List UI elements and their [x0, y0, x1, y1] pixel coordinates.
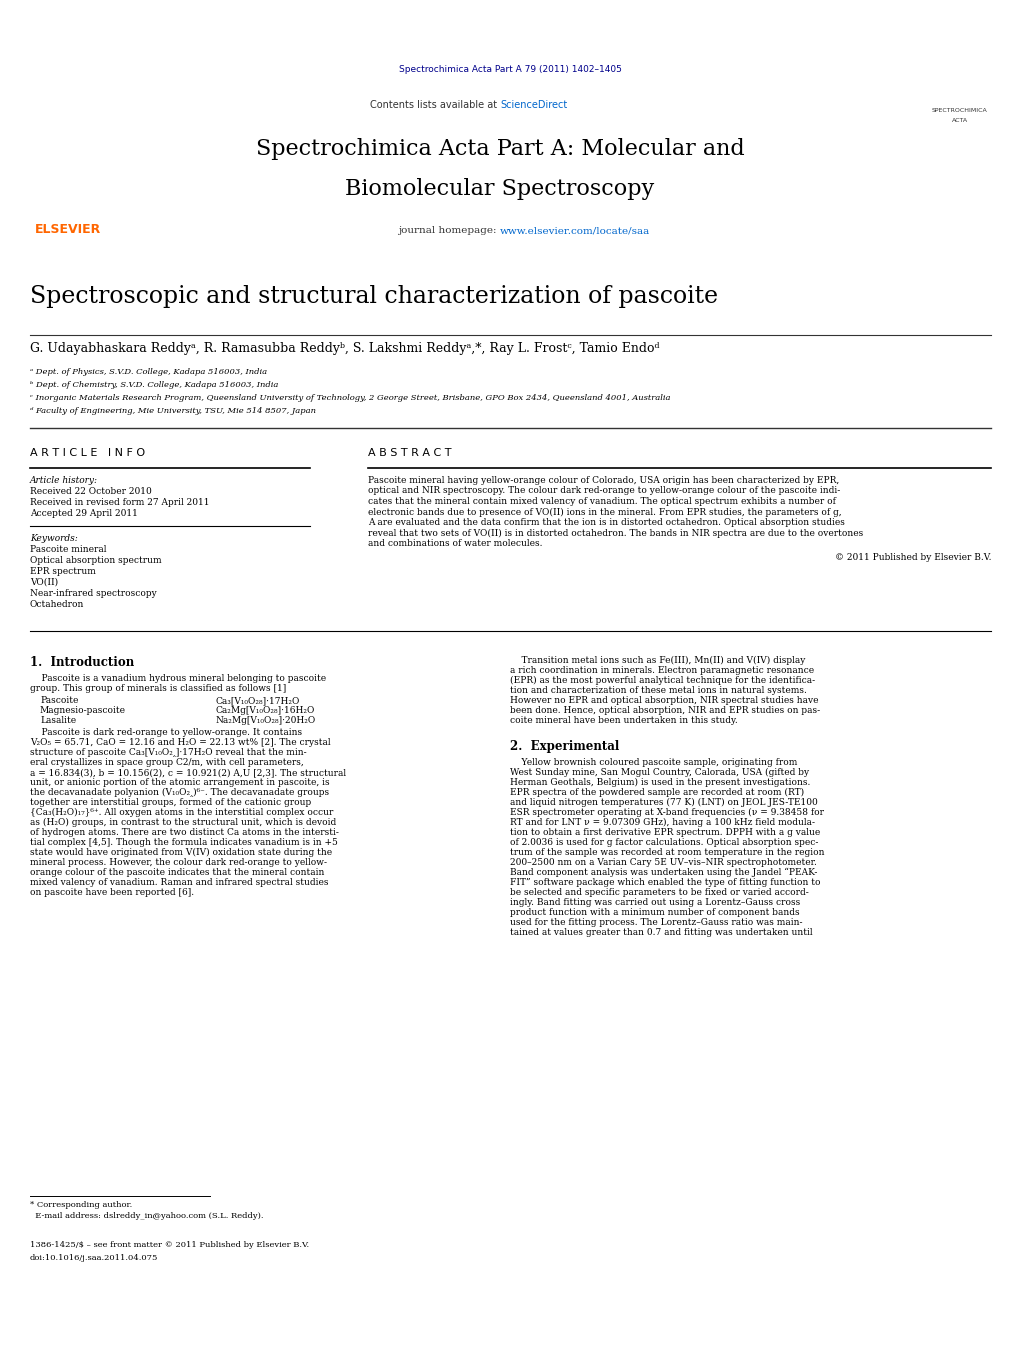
Text: tial complex [4,5]. Though the formula indicates vanadium is in +5: tial complex [4,5]. Though the formula i… [30, 838, 338, 847]
Text: Yellow brownish coloured pascoite sample, originating from: Yellow brownish coloured pascoite sample… [510, 758, 797, 767]
Text: ᵈ Faculty of Engineering, Mie University, TSU, Mie 514 8507, Japan: ᵈ Faculty of Engineering, Mie University… [30, 407, 317, 415]
Text: of 2.0036 is used for g factor calculations. Optical absorption spec-: of 2.0036 is used for g factor calculati… [510, 838, 819, 847]
Text: © 2011 Published by Elsevier B.V.: © 2011 Published by Elsevier B.V. [834, 554, 991, 562]
Text: Lasalite: Lasalite [40, 716, 77, 725]
Text: Magnesio-pascoite: Magnesio-pascoite [40, 707, 126, 715]
Text: cates that the mineral contain mixed valency of vanadium. The optical spectrum e: cates that the mineral contain mixed val… [368, 497, 836, 507]
Text: 2.  Experimental: 2. Experimental [510, 740, 620, 753]
Text: SPECTROCHIMICA: SPECTROCHIMICA [932, 108, 988, 113]
Text: Pascoite: Pascoite [40, 696, 79, 705]
Text: Pascoite is a vanadium hydrous mineral belonging to pascoite: Pascoite is a vanadium hydrous mineral b… [30, 674, 326, 684]
Text: a rich coordination in minerals. Electron paramagnetic resonance: a rich coordination in minerals. Electro… [510, 666, 814, 676]
Text: mixed valency of vanadium. Raman and infrared spectral studies: mixed valency of vanadium. Raman and inf… [30, 878, 329, 888]
Text: A B S T R A C T: A B S T R A C T [368, 449, 451, 458]
Text: electronic bands due to presence of VO(II) ions in the mineral. From EPR studies: electronic bands due to presence of VO(I… [368, 508, 841, 516]
Text: Octahedron: Octahedron [30, 600, 85, 609]
Text: Spectrochimica Acta Part A 79 (2011) 1402–1405: Spectrochimica Acta Part A 79 (2011) 140… [399, 65, 622, 74]
Text: Pascoite mineral having yellow-orange colour of Colorado, USA origin has been ch: Pascoite mineral having yellow-orange co… [368, 476, 839, 485]
Text: doi:10.1016/j.saa.2011.04.075: doi:10.1016/j.saa.2011.04.075 [30, 1254, 158, 1262]
Text: 1386-1425/$ – see front matter © 2011 Published by Elsevier B.V.: 1386-1425/$ – see front matter © 2011 Pu… [30, 1242, 309, 1250]
Text: Biomolecular Spectroscopy: Biomolecular Spectroscopy [345, 178, 654, 200]
Text: Received in revised form 27 April 2011: Received in revised form 27 April 2011 [30, 499, 209, 507]
Text: E-mail address: dslreddy_in@yahoo.com (S.L. Reddy).: E-mail address: dslreddy_in@yahoo.com (S… [30, 1212, 263, 1220]
Text: {Ca₃(H₂O)₁₇}⁶⁺. All oxygen atoms in the interstitial complex occur: {Ca₃(H₂O)₁₇}⁶⁺. All oxygen atoms in the … [30, 808, 334, 817]
Text: unit, or anionic portion of the atomic arrangement in pascoite, is: unit, or anionic portion of the atomic a… [30, 778, 330, 788]
Text: on pascoite have been reported [6].: on pascoite have been reported [6]. [30, 888, 194, 897]
Text: Received 22 October 2010: Received 22 October 2010 [30, 486, 152, 496]
Text: RT and for LNT ν = 9.07309 GHz), having a 100 kHz field modula-: RT and for LNT ν = 9.07309 GHz), having … [510, 817, 815, 827]
Text: Herman Geothals, Belgium) is used in the present investigations.: Herman Geothals, Belgium) is used in the… [510, 778, 811, 788]
Text: journal homepage:: journal homepage: [398, 226, 500, 235]
Text: ᶜ Inorganic Materials Research Program, Queensland University of Technology, 2 G: ᶜ Inorganic Materials Research Program, … [30, 394, 671, 403]
Text: EPR spectra of the powdered sample are recorded at room (RT): EPR spectra of the powdered sample are r… [510, 788, 805, 797]
Text: However no EPR and optical absorption, NIR spectral studies have: However no EPR and optical absorption, N… [510, 696, 819, 705]
Text: be selected and specific parameters to be fixed or varied accord-: be selected and specific parameters to b… [510, 888, 809, 897]
Text: Transition metal ions such as Fe(III), Mn(II) and V(IV) display: Transition metal ions such as Fe(III), M… [510, 657, 806, 665]
Text: Pascoite is dark red-orange to yellow-orange. It contains: Pascoite is dark red-orange to yellow-or… [30, 728, 302, 738]
Text: Accepted 29 April 2011: Accepted 29 April 2011 [30, 509, 138, 517]
Text: coite mineral have been undertaken in this study.: coite mineral have been undertaken in th… [510, 716, 738, 725]
Text: Spectrochimica Acta Part A: Molecular and: Spectrochimica Acta Part A: Molecular an… [255, 138, 744, 159]
Text: A R T I C L E   I N F O: A R T I C L E I N F O [30, 449, 145, 458]
Text: Ca₂Mg[V₁₀O₂₈]·16H₂O: Ca₂Mg[V₁₀O₂₈]·16H₂O [215, 707, 314, 715]
Text: together are interstitial groups, formed of the cationic group: together are interstitial groups, formed… [30, 798, 311, 807]
Text: FIT” software package which enabled the type of fitting function to: FIT” software package which enabled the … [510, 878, 821, 888]
Text: structure of pascoite Ca₃[V₁₀O₂‸]·17H₂O reveal that the min-: structure of pascoite Ca₃[V₁₀O₂‸]·17H₂O … [30, 748, 306, 757]
Text: 1.  Introduction: 1. Introduction [30, 657, 134, 669]
Text: Near-infrared spectroscopy: Near-infrared spectroscopy [30, 589, 157, 598]
Text: a = 16.834(3), b = 10.156(2), c = 10.921(2) A,U [2,3]. The structural: a = 16.834(3), b = 10.156(2), c = 10.921… [30, 767, 346, 777]
Text: of hydrogen atoms. There are two distinct Ca atoms in the intersti-: of hydrogen atoms. There are two distinc… [30, 828, 339, 838]
Text: West Sunday mine, San Mogul Country, Calorada, USA (gifted by: West Sunday mine, San Mogul Country, Cal… [510, 767, 809, 777]
Text: Pascoite mineral: Pascoite mineral [30, 544, 106, 554]
Text: optical and NIR spectroscopy. The colour dark red-orange to yellow-orange colour: optical and NIR spectroscopy. The colour… [368, 486, 840, 496]
Text: ACTA: ACTA [952, 118, 968, 123]
Text: ingly. Band fitting was carried out using a Lorentz–Gauss cross: ingly. Band fitting was carried out usin… [510, 898, 800, 907]
Text: Optical absorption spectrum: Optical absorption spectrum [30, 557, 161, 565]
Text: reveal that two sets of VO(II) is in distorted octahedron. The bands in NIR spec: reveal that two sets of VO(II) is in dis… [368, 528, 863, 538]
Text: been done. Hence, optical absorption, NIR and EPR studies on pas-: been done. Hence, optical absorption, NI… [510, 707, 820, 715]
Text: Band component analysis was undertaken using the Jandel “PEAK-: Band component analysis was undertaken u… [510, 867, 818, 877]
Text: mineral process. However, the colour dark red-orange to yellow-: mineral process. However, the colour dar… [30, 858, 327, 867]
Text: ScienceDirect: ScienceDirect [500, 100, 568, 109]
Text: ᵇ Dept. of Chemistry, S.V.D. College, Kadapa 516003, India: ᵇ Dept. of Chemistry, S.V.D. College, Ka… [30, 381, 279, 389]
Text: Contents lists available at: Contents lists available at [370, 100, 500, 109]
Text: trum of the sample was recorded at room temperature in the region: trum of the sample was recorded at room … [510, 848, 825, 857]
Text: orange colour of the pascoite indicates that the mineral contain: orange colour of the pascoite indicates … [30, 867, 325, 877]
Text: tion and characterization of these metal ions in natural systems.: tion and characterization of these metal… [510, 686, 807, 694]
Text: VO(II): VO(II) [30, 578, 58, 586]
Text: ELSEVIER: ELSEVIER [35, 223, 101, 236]
Text: * Corresponding author.: * Corresponding author. [30, 1201, 133, 1209]
Text: A are evaluated and the data confirm that the ion is in distorted octahedron. Op: A are evaluated and the data confirm tha… [368, 517, 844, 527]
Text: G. Udayabhaskara Reddyᵃ, R. Ramasubba Reddyᵇ, S. Lakshmi Reddyᵃ,*, Ray L. Frostᶜ: G. Udayabhaskara Reddyᵃ, R. Ramasubba Re… [30, 342, 660, 355]
Text: and combinations of water molecules.: and combinations of water molecules. [368, 539, 542, 549]
Text: as (H₂O) groups, in contrast to the structural unit, which is devoid: as (H₂O) groups, in contrast to the stru… [30, 817, 336, 827]
Text: V₂O₅ = 65.71, CaO = 12.16 and H₂O = 22.13 wt% [2]. The crystal: V₂O₅ = 65.71, CaO = 12.16 and H₂O = 22.1… [30, 738, 331, 747]
Text: and liquid nitrogen temperatures (77 K) (LNT) on JEOL JES-TE100: and liquid nitrogen temperatures (77 K) … [510, 798, 818, 807]
Text: Na₂Mg[V₁₀O₂₈]·20H₂O: Na₂Mg[V₁₀O₂₈]·20H₂O [215, 716, 315, 725]
Text: www.elsevier.com/locate/saa: www.elsevier.com/locate/saa [500, 226, 650, 235]
Text: Spectroscopic and structural characterization of pascoite: Spectroscopic and structural characteriz… [30, 285, 718, 308]
Text: tion to obtain a first derivative EPR spectrum. DPPH with a g value: tion to obtain a first derivative EPR sp… [510, 828, 820, 838]
Text: (EPR) as the most powerful analytical technique for the identifica-: (EPR) as the most powerful analytical te… [510, 676, 815, 685]
Text: product function with a minimum number of component bands: product function with a minimum number o… [510, 908, 799, 917]
Text: 200–2500 nm on a Varian Cary 5E UV–vis–NIR spectrophotometer.: 200–2500 nm on a Varian Cary 5E UV–vis–N… [510, 858, 817, 867]
Text: Article history:: Article history: [30, 476, 98, 485]
Text: group. This group of minerals is classified as follows [1]: group. This group of minerals is classif… [30, 684, 286, 693]
Text: Ca₃[V₁₀O₂₈]·17H₂O: Ca₃[V₁₀O₂₈]·17H₂O [215, 696, 299, 705]
Text: used for the fitting process. The Lorentz–Gauss ratio was main-: used for the fitting process. The Lorent… [510, 917, 803, 927]
Text: tained at values greater than 0.7 and fitting was undertaken until: tained at values greater than 0.7 and fi… [510, 928, 813, 938]
Text: ESR spectrometer operating at X-band frequencies (ν = 9.38458 for: ESR spectrometer operating at X-band fre… [510, 808, 824, 817]
Text: Keywords:: Keywords: [30, 534, 78, 543]
Text: state would have originated from V(IV) oxidation state during the: state would have originated from V(IV) o… [30, 848, 332, 857]
Text: the decavanadate polyanion (V₁₀O₂‸)⁶⁻. The decavanadate groups: the decavanadate polyanion (V₁₀O₂‸)⁶⁻. T… [30, 788, 329, 797]
Text: ᵃ Dept. of Physics, S.V.D. College, Kadapa 516003, India: ᵃ Dept. of Physics, S.V.D. College, Kada… [30, 367, 268, 376]
Text: EPR spectrum: EPR spectrum [30, 567, 96, 576]
Text: eral crystallizes in space group C2/m, with cell parameters,: eral crystallizes in space group C2/m, w… [30, 758, 304, 767]
